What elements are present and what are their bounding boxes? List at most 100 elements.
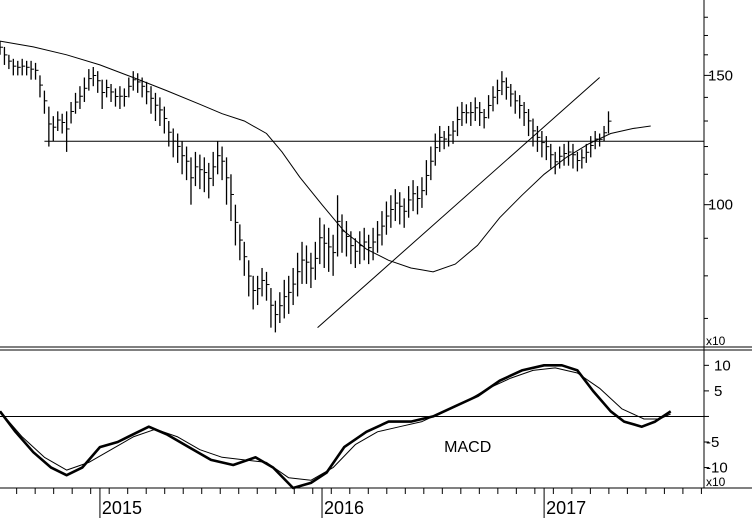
price-bar bbox=[92, 66, 97, 87]
price-bar bbox=[39, 75, 43, 98]
price-bar bbox=[492, 86, 497, 112]
price-bar bbox=[496, 79, 501, 105]
price-bar bbox=[594, 130, 599, 150]
x-year-label: 2016 bbox=[324, 498, 364, 518]
price-bar bbox=[483, 108, 488, 129]
price-bar bbox=[501, 71, 505, 96]
macd-signal-line bbox=[0, 367, 671, 481]
price-bar bbox=[283, 279, 288, 319]
price-bar bbox=[572, 143, 576, 169]
price-bar bbox=[137, 73, 141, 93]
price-bar bbox=[61, 113, 66, 134]
price-bar bbox=[363, 227, 368, 261]
price-bar bbox=[159, 97, 163, 126]
price-bar bbox=[74, 92, 79, 114]
price-bar bbox=[97, 71, 101, 93]
price-bar bbox=[581, 149, 585, 169]
price-bar bbox=[585, 143, 590, 163]
price-bar bbox=[301, 241, 306, 284]
price-bar bbox=[558, 146, 563, 169]
price-bar bbox=[221, 146, 226, 181]
price-bar bbox=[319, 217, 323, 265]
price-bar bbox=[603, 125, 608, 142]
price-bar bbox=[105, 79, 110, 98]
price-bar bbox=[119, 86, 123, 109]
price-bar bbox=[88, 69, 92, 91]
price-bar bbox=[590, 136, 594, 158]
price-bar bbox=[412, 180, 417, 212]
price-bar bbox=[390, 195, 394, 228]
price-bar bbox=[248, 260, 252, 297]
price-bar bbox=[212, 151, 217, 187]
price-bar bbox=[150, 86, 155, 114]
price-bar bbox=[110, 84, 115, 102]
x-year-label: 2017 bbox=[546, 498, 586, 518]
price-bar bbox=[252, 275, 257, 310]
price-bar bbox=[576, 151, 581, 172]
price-bar bbox=[532, 118, 536, 147]
price-bar bbox=[536, 125, 541, 152]
price-bar bbox=[399, 192, 403, 225]
price-bar bbox=[394, 189, 399, 222]
price-bar bbox=[203, 157, 208, 193]
chart-frame bbox=[0, 0, 752, 489]
price-bar bbox=[310, 252, 314, 289]
price-bar bbox=[225, 157, 230, 205]
moving-average-line bbox=[0, 40, 651, 273]
price-bar bbox=[607, 111, 612, 134]
price-bar bbox=[132, 71, 137, 91]
price-bar bbox=[452, 121, 457, 144]
price-bar bbox=[296, 252, 301, 297]
price-bar bbox=[368, 234, 372, 265]
price-bar bbox=[514, 90, 519, 114]
price-bar bbox=[550, 143, 554, 169]
price-bar bbox=[256, 275, 261, 306]
price-bar bbox=[261, 267, 266, 297]
macd-y-tick-label: 10 bbox=[714, 357, 731, 374]
price-bar bbox=[341, 214, 346, 253]
price-bar bbox=[359, 231, 363, 265]
price-bar bbox=[305, 245, 310, 284]
price-bar bbox=[465, 104, 470, 124]
price-bar bbox=[470, 101, 474, 126]
price-bar bbox=[163, 106, 168, 134]
price-bar bbox=[43, 90, 48, 114]
price-bar bbox=[274, 300, 279, 333]
price-bar bbox=[154, 92, 159, 122]
price-bar bbox=[114, 88, 119, 107]
price-bar bbox=[70, 101, 75, 124]
x-year-label: 2015 bbox=[102, 498, 142, 518]
price-bar bbox=[52, 116, 57, 142]
price-bar bbox=[172, 128, 177, 158]
price-bar bbox=[385, 201, 390, 235]
price-bar bbox=[567, 141, 572, 166]
price-bar bbox=[407, 186, 412, 218]
price-bar bbox=[519, 95, 523, 119]
price-bar bbox=[354, 238, 359, 268]
price-bar bbox=[563, 143, 568, 166]
price-bar bbox=[17, 60, 21, 76]
price-bar bbox=[145, 81, 150, 105]
price-bar bbox=[8, 54, 12, 70]
price-bar bbox=[25, 60, 30, 76]
price-y-tick-label: 150 bbox=[708, 67, 733, 84]
price-bar bbox=[403, 198, 408, 228]
price-panel: 100 150 x10 bbox=[0, 16, 733, 348]
price-bar bbox=[57, 111, 61, 131]
price-bar bbox=[243, 241, 248, 276]
price-multiplier-label: x10 bbox=[706, 334, 726, 348]
price-bar bbox=[0, 41, 3, 55]
x-axis: 2015 2016 2017 bbox=[16, 488, 702, 518]
price-bar bbox=[434, 133, 439, 166]
price-bar bbox=[527, 108, 532, 137]
price-bar bbox=[443, 130, 448, 150]
price-bar bbox=[270, 288, 274, 328]
price-bar bbox=[345, 221, 350, 257]
price-bar bbox=[48, 106, 52, 147]
price-bar bbox=[372, 227, 377, 261]
price-bar bbox=[598, 133, 603, 147]
price-bar bbox=[79, 86, 83, 109]
